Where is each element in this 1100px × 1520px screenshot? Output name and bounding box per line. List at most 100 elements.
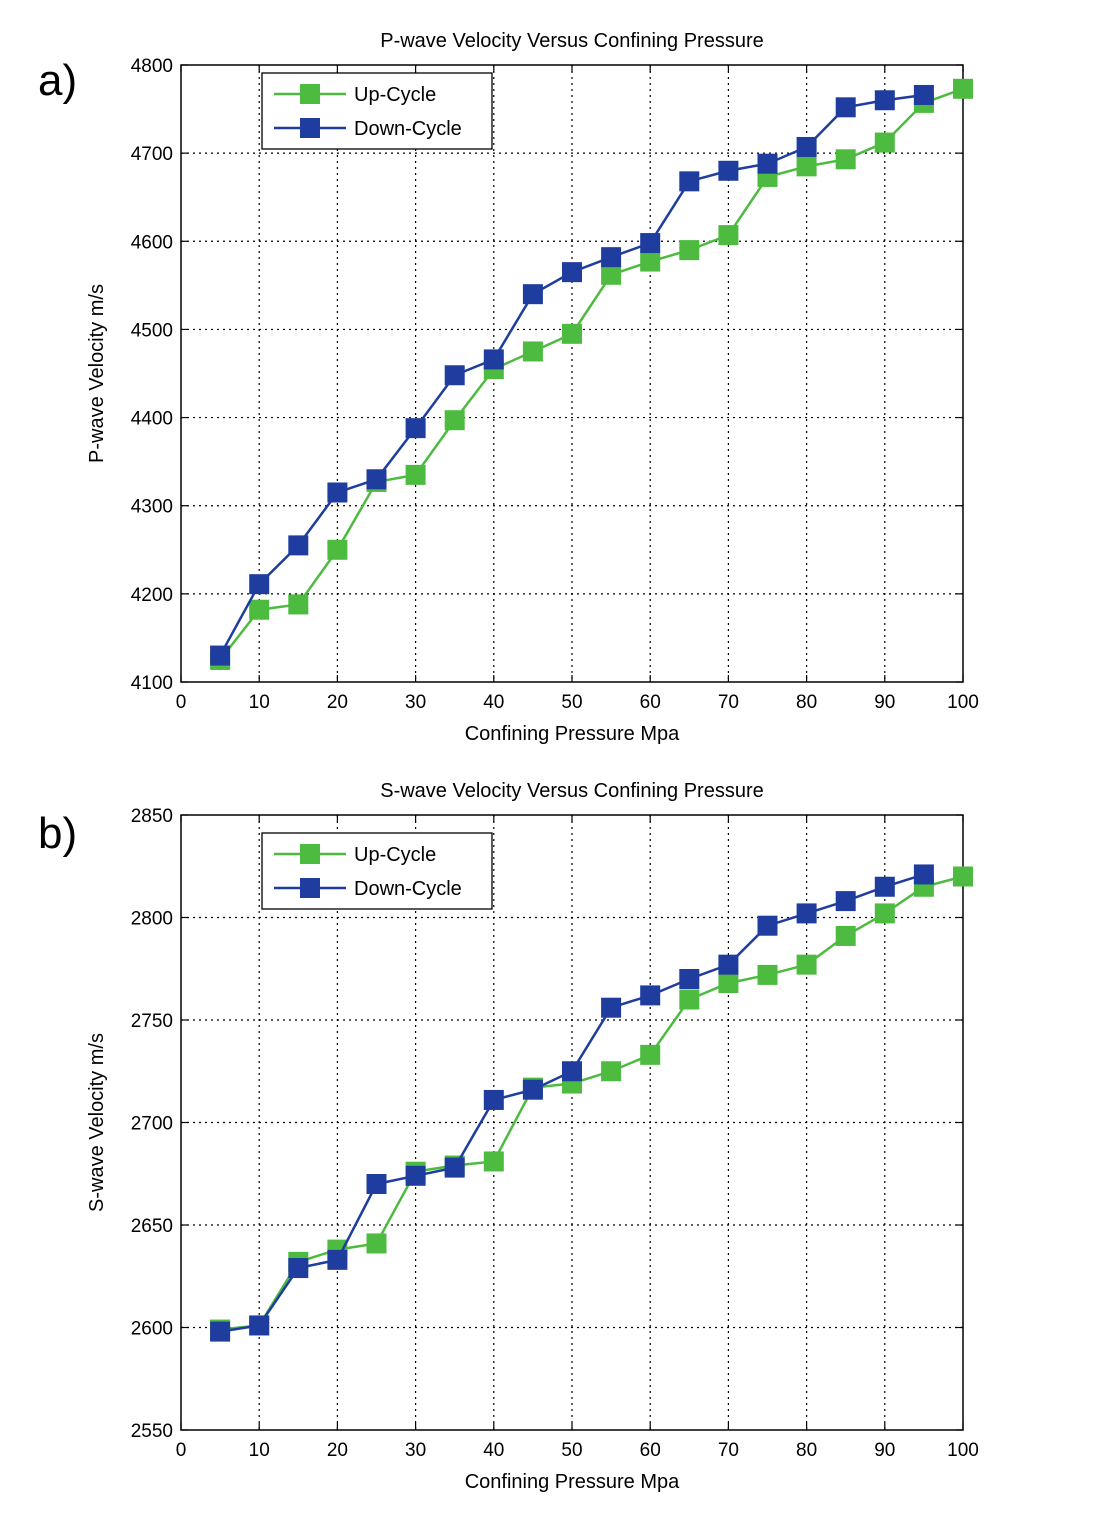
legend-label: Down-Cycle <box>354 118 462 140</box>
series-up-cycle <box>210 78 973 670</box>
x-tick-label: 60 <box>640 1440 661 1461</box>
data-point <box>679 171 700 192</box>
data-point <box>679 969 700 989</box>
data-point <box>796 954 817 975</box>
y-axis-label: P-wave Velocity m/s <box>86 284 108 463</box>
x-tick-label: 0 <box>176 1440 187 1461</box>
data-point <box>601 1061 622 1082</box>
data-point <box>796 156 817 177</box>
data-point <box>249 1315 270 1336</box>
data-point <box>757 964 778 985</box>
data-point <box>444 410 465 431</box>
legend-item: Up-Cycle <box>274 84 436 106</box>
x-tick-label: 20 <box>327 1440 348 1461</box>
series-down-cycle <box>210 84 934 666</box>
x-tick-label: 40 <box>483 1440 504 1461</box>
y-tick-label: 4700 <box>131 144 173 165</box>
y-tick-label: 4300 <box>131 497 173 518</box>
data-point <box>640 985 661 1006</box>
data-point <box>835 925 856 946</box>
data-point <box>913 84 934 105</box>
legend-label: Down-Cycle <box>354 878 462 900</box>
data-point <box>953 78 973 99</box>
x-tick-label: 100 <box>947 692 979 713</box>
panel-label: b) <box>38 809 77 858</box>
y-tick-label: 4500 <box>131 320 173 341</box>
data-point <box>327 539 348 560</box>
x-tick-label: 0 <box>176 692 187 713</box>
data-point <box>562 1061 582 1082</box>
legend: Up-Cycle Down-Cycle <box>261 832 493 910</box>
legend-item: Down-Cycle <box>274 118 462 140</box>
data-point <box>640 233 661 254</box>
data-point <box>562 262 582 283</box>
data-point <box>366 1174 387 1194</box>
y-tick-label: 2650 <box>131 1216 173 1237</box>
y-tick-label: 2800 <box>131 909 173 930</box>
data-point <box>718 954 739 975</box>
x-tick-label: 100 <box>947 1440 979 1461</box>
data-point <box>210 1321 231 1342</box>
legend-item: Down-Cycle <box>274 878 462 900</box>
x-tick-label: 30 <box>405 692 426 713</box>
series-up-cycle <box>210 866 973 1340</box>
y-tick-label: 4200 <box>131 585 173 606</box>
data-point <box>249 574 270 595</box>
x-tick-label: 50 <box>561 692 582 713</box>
x-tick-label: 70 <box>718 1440 739 1461</box>
y-tick-label: 4100 <box>131 673 173 694</box>
y-tick-label: 2700 <box>131 1114 173 1135</box>
data-point <box>601 247 622 268</box>
data-point <box>601 264 622 285</box>
data-point <box>522 284 543 305</box>
data-point <box>874 903 895 924</box>
data-point <box>640 251 661 272</box>
series-line <box>219 87 964 661</box>
data-point <box>405 418 426 439</box>
data-point <box>757 153 778 174</box>
data-point <box>835 97 856 118</box>
x-tick-label: 90 <box>874 692 895 713</box>
data-point <box>835 149 856 170</box>
data-point <box>718 973 739 994</box>
legend-swatch-marker <box>300 844 320 864</box>
data-point <box>679 240 700 261</box>
x-tick-label: 70 <box>718 692 739 713</box>
x-tick-label: 50 <box>561 1440 582 1461</box>
data-point <box>562 323 582 344</box>
y-tick-label: 2600 <box>131 1319 173 1340</box>
data-point <box>483 1151 504 1172</box>
data-point <box>483 1089 504 1110</box>
y-tick-label: 2850 <box>131 806 173 827</box>
chart-title: P-wave Velocity Versus Confining Pressur… <box>380 30 764 52</box>
x-tick-label: 80 <box>796 1440 817 1461</box>
x-tick-label: 10 <box>249 1440 270 1461</box>
y-tick-label: 2750 <box>131 1011 173 1032</box>
data-point <box>679 989 700 1010</box>
data-point <box>249 599 270 620</box>
data-point <box>366 1233 387 1254</box>
data-point <box>405 464 426 485</box>
data-point <box>288 594 309 615</box>
data-point <box>835 891 856 912</box>
data-point <box>601 997 622 1018</box>
data-point <box>718 225 739 246</box>
data-point <box>757 915 778 936</box>
data-point <box>874 876 895 897</box>
y-tick-label: 4600 <box>131 232 173 253</box>
y-tick-label: 2550 <box>131 1421 173 1442</box>
x-axis-label: Confining Pressure Mpa <box>465 723 680 745</box>
data-point <box>522 341 543 362</box>
series-down-cycle <box>210 864 934 1342</box>
x-tick-label: 90 <box>874 1440 895 1461</box>
data-point <box>913 864 934 885</box>
x-tick-label: 10 <box>249 692 270 713</box>
data-point <box>874 90 895 111</box>
legend-label: Up-Cycle <box>354 84 436 106</box>
data-point <box>327 482 348 503</box>
data-point <box>444 365 465 386</box>
data-point <box>444 1157 465 1178</box>
chart-panel-1: b) S-wave Velocity Versus Confining Press… <box>38 780 979 1493</box>
x-tick-label: 40 <box>483 692 504 713</box>
